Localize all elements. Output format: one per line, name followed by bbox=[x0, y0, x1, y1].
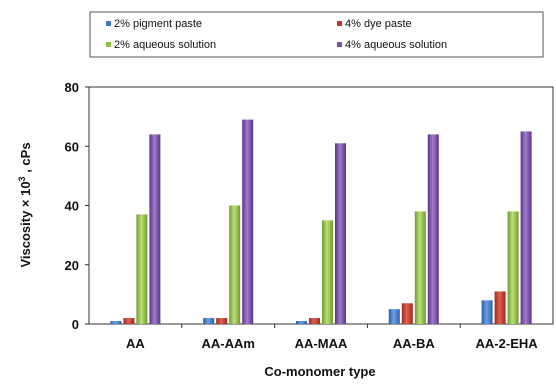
legend-swatch bbox=[337, 21, 342, 26]
bar-aa-maa-series-2 bbox=[309, 318, 320, 324]
bar-aa-2-eha-series-3 bbox=[507, 211, 519, 324]
x-axis-ticks: AA AA-AAm AA-MAA AA-BA AA-2-EHA bbox=[126, 324, 538, 351]
x-tick-label: AA bbox=[126, 336, 145, 351]
bar-aa-ba-series-3 bbox=[414, 211, 426, 324]
bar-aa-2-eha-series-1 bbox=[481, 300, 493, 324]
bar-aa-ba-series-1 bbox=[388, 309, 400, 324]
bar-aa-2-eha-series-4 bbox=[520, 131, 532, 324]
bar-aa-series-1 bbox=[110, 321, 122, 324]
bar-aa-series-2 bbox=[123, 318, 135, 324]
bars bbox=[110, 119, 532, 325]
legend-label: 2% aqueous solution bbox=[114, 39, 216, 51]
legend-box bbox=[89, 11, 544, 58]
x-axis-title: Co-monomer type bbox=[264, 364, 375, 379]
y-axis-ticks: 0 20 40 60 80 bbox=[65, 80, 89, 332]
x-tick-label: AA-MAA bbox=[295, 336, 348, 351]
bar-aa-aam-series-4 bbox=[242, 119, 254, 325]
legend-label: 2% pigment paste bbox=[114, 18, 202, 30]
legend-swatch bbox=[106, 42, 111, 47]
legend: 2% pigment paste 4% dye paste 2% aqueous s… bbox=[89, 11, 544, 58]
y-tick-label: 80 bbox=[65, 80, 79, 95]
x-tick-label: AA-2-EHA bbox=[476, 336, 539, 351]
y-tick-label: 40 bbox=[65, 199, 79, 214]
y-tick-label: 20 bbox=[65, 258, 79, 273]
bar-aa-ba-series-2 bbox=[401, 303, 413, 324]
legend-label: 4% dye paste bbox=[345, 18, 412, 30]
x-tick-label: AA-BA bbox=[393, 336, 435, 351]
bar-aa-aam-series-3 bbox=[229, 205, 241, 324]
bar-aa-series-3 bbox=[136, 214, 148, 324]
bar-aa-aam-series-2 bbox=[216, 318, 228, 324]
x-tick-label: AA-AAm bbox=[201, 336, 254, 351]
bar-aa-2-eha-series-2 bbox=[494, 291, 506, 324]
bar-aa-aam-series-1 bbox=[203, 318, 215, 324]
y-axis-title: Viscosity × 103 , cPs bbox=[17, 142, 33, 267]
bar-aa-series-4 bbox=[149, 134, 161, 324]
legend-swatch bbox=[337, 42, 342, 47]
bar-aa-ba-series-4 bbox=[427, 134, 439, 324]
legend-swatch bbox=[106, 21, 111, 26]
bar-aa-maa-series-3 bbox=[322, 220, 333, 324]
legend-label: 4% aqueous solution bbox=[345, 39, 447, 51]
y-tick-label: 0 bbox=[72, 317, 79, 332]
bar-aa-maa-series-4 bbox=[335, 143, 346, 324]
y-tick-label: 60 bbox=[65, 139, 79, 154]
bar-aa-maa-series-1 bbox=[296, 321, 307, 324]
